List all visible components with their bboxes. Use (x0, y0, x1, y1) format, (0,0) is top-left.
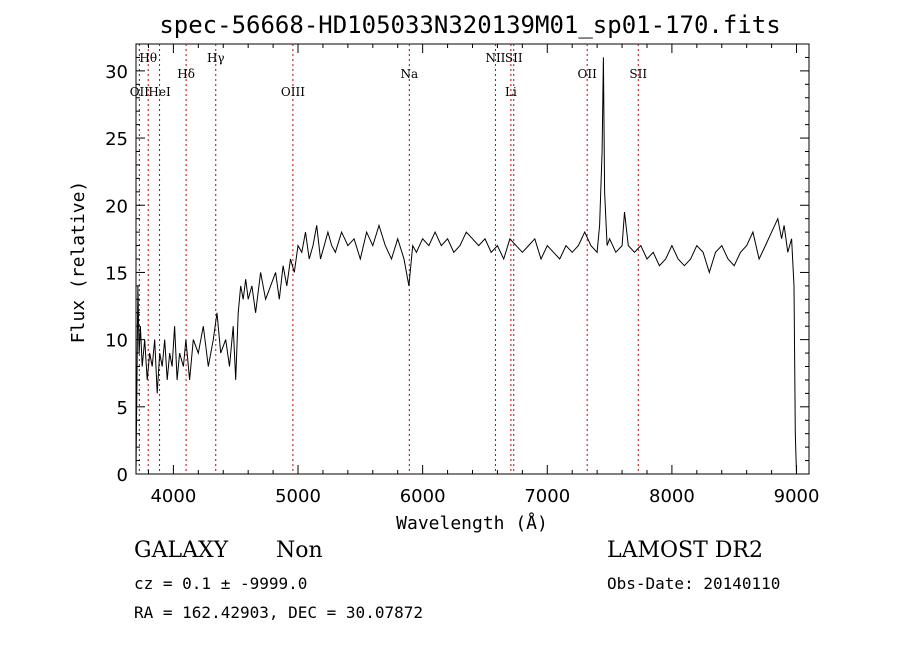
emission-line-label: SII (629, 67, 647, 81)
emission-line-markers: OII Hθ HeI Hδ Hγ OIII Na NII Li SII OII SII (130, 44, 647, 474)
x-tick-label: 6000 (400, 486, 446, 507)
object-class: GALAXY (134, 538, 229, 563)
emission-line-label: SII (505, 51, 523, 65)
emission-line-label: Li (505, 85, 517, 99)
y-tick-label: 20 (105, 196, 128, 217)
y-axis-label: Flux (relative) (68, 181, 89, 344)
x-tick-label: 8000 (649, 486, 695, 507)
x-tick-label: 9000 (774, 486, 820, 507)
x-tick-label: 5000 (275, 486, 321, 507)
emission-line-label: HeI (148, 85, 171, 99)
y-tick-label: 25 (105, 129, 128, 150)
y-tick-label: 0 (117, 465, 128, 486)
emission-line-label: Hγ (207, 51, 225, 65)
emission-line-label: OII (130, 85, 150, 99)
observation-date: Obs-Date: 20140110 (607, 574, 781, 593)
emission-line-label: Hθ (139, 51, 157, 65)
redshift-value: cz = 0.1 ± -9999.0 (134, 574, 308, 593)
axis-ticks: 4000 5000 6000 7000 8000 9000 0 5 10 15 20 25 30 (105, 43, 820, 507)
x-tick-label: 4000 (150, 486, 196, 507)
chart-title: spec-56668-HD105033N320139M01_sp01-170.f… (159, 11, 780, 39)
y-tick-label: 5 (117, 398, 128, 419)
emission-line-label: OIII (281, 85, 305, 99)
emission-line-label: OII (577, 67, 597, 81)
y-tick-label: 10 (105, 331, 128, 352)
emission-line-label: Na (400, 67, 418, 81)
y-tick-label: 30 (105, 62, 128, 83)
emission-line-label: Hδ (177, 67, 195, 81)
survey-name: LAMOST DR2 (607, 538, 763, 563)
y-tick-label: 15 (105, 263, 128, 284)
x-tick-label: 7000 (524, 486, 570, 507)
spectrum-line (135, 57, 797, 475)
plot-frame (135, 43, 810, 475)
object-subclass: Non (276, 538, 323, 563)
coordinates: RA = 162.42903, DEC = 30.07872 (134, 603, 423, 622)
emission-line-label: NII (485, 51, 505, 65)
x-axis-label: Wavelength (Å) (396, 512, 548, 534)
